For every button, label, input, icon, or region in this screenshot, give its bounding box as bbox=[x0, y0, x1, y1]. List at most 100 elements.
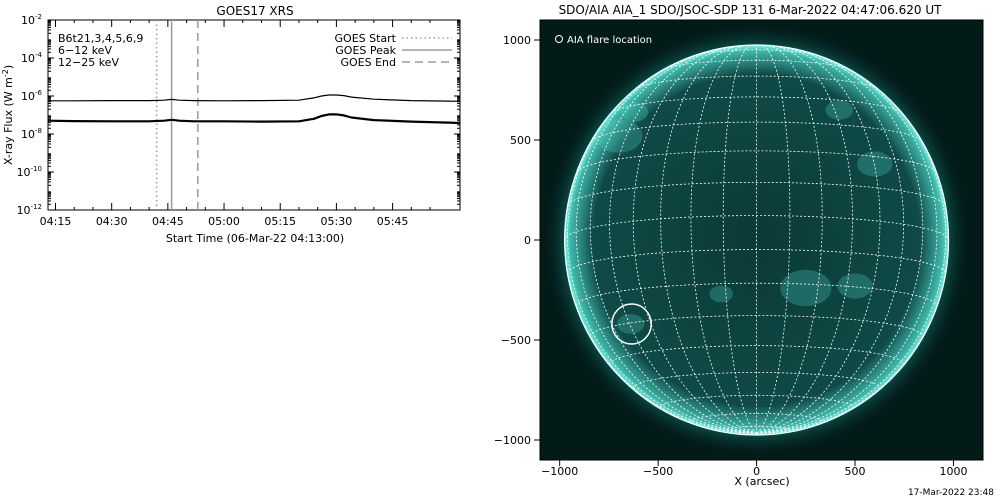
y-tick-label: 10-10 bbox=[17, 165, 42, 179]
longitude-line bbox=[756, 239, 949, 434]
legend-left-entry: B6t21,3,4,5,6,9 bbox=[58, 32, 143, 45]
y-tick-label: 10-4 bbox=[21, 51, 43, 65]
x-tick-label: 05:45 bbox=[377, 215, 409, 228]
x-axis-label: Start Time (06-Mar-22 04:13:00) bbox=[166, 232, 344, 245]
latitude-line bbox=[567, 249, 946, 274]
active-region-glow bbox=[780, 269, 832, 307]
active-region-glow bbox=[709, 285, 733, 303]
flare-legend-marker bbox=[555, 35, 563, 43]
aia-x-tick-label: 0 bbox=[753, 465, 760, 478]
latitude-line bbox=[575, 282, 938, 307]
y-axis-label: X-ray Flux (W m-2) bbox=[1, 65, 15, 165]
x-tick-label: 05:00 bbox=[208, 215, 240, 228]
flare-location-circle bbox=[611, 303, 652, 345]
flare-legend-label: AIA flare location bbox=[567, 35, 652, 46]
x-tick-label: 04:30 bbox=[96, 215, 128, 228]
longitude-line bbox=[567, 84, 757, 434]
aia-y-tick-label: 1000 bbox=[503, 34, 531, 47]
y-tick-base: 10 bbox=[21, 14, 35, 27]
image-title: SDO/AIA AIA_1 SDO/JSOC-SDP 131 6-Mar-202… bbox=[559, 3, 943, 17]
longitude-line bbox=[660, 45, 757, 434]
latitude-line bbox=[695, 49, 818, 56]
x-tick-label: 04:45 bbox=[152, 215, 184, 228]
series-line-long bbox=[48, 94, 461, 102]
aia-x-tick-label: −1000 bbox=[541, 465, 578, 478]
aia-y-tick-label: 0 bbox=[524, 234, 531, 247]
latitude-line bbox=[690, 413, 823, 422]
latitude-line bbox=[610, 96, 903, 114]
longitude-line bbox=[756, 45, 823, 434]
latitude-line bbox=[564, 215, 949, 241]
x-tick-label: 05:30 bbox=[321, 215, 353, 228]
heliographic-grid bbox=[564, 45, 949, 434]
y-tick-base: 10 bbox=[21, 52, 35, 65]
y-tick-base: 10 bbox=[21, 90, 35, 103]
longitude-line bbox=[756, 50, 924, 434]
latitude-line bbox=[660, 394, 853, 408]
corona-halo bbox=[541, 21, 972, 459]
y-axis-label-main: X-ray Flux (W m bbox=[2, 77, 15, 165]
longitude-line bbox=[632, 45, 757, 434]
x-tick-label: 04:15 bbox=[40, 215, 72, 228]
active-region-glow bbox=[837, 273, 873, 299]
latitude-line bbox=[576, 150, 937, 173]
latitude-line bbox=[663, 59, 850, 70]
active-region-glow bbox=[856, 151, 893, 177]
legend-left-entry: 12−25 keV bbox=[58, 56, 119, 69]
active-region-glow bbox=[595, 119, 643, 153]
y-tick-exponent: -10 bbox=[31, 165, 42, 173]
legend-right-entry: GOES Start bbox=[335, 32, 397, 45]
longitude-line bbox=[722, 45, 757, 434]
latitude-line bbox=[733, 45, 780, 47]
longitude-line bbox=[756, 45, 854, 434]
series-line-short bbox=[47, 113, 461, 125]
longitude-line bbox=[756, 57, 938, 434]
y-tick-exponent: -12 bbox=[31, 203, 42, 211]
limb-outline bbox=[564, 44, 950, 436]
y-tick-label: 10-8 bbox=[21, 127, 42, 141]
latitude-line bbox=[632, 372, 881, 389]
legend-right-entry: GOES End bbox=[340, 56, 396, 69]
longitude-line bbox=[589, 50, 757, 434]
longitude-line bbox=[690, 45, 757, 434]
aia-x-tick-label: 1000 bbox=[939, 465, 967, 478]
y-tick-base: 10 bbox=[17, 166, 31, 179]
solar-disk bbox=[564, 45, 949, 435]
aia-y-tick-label: −500 bbox=[501, 334, 531, 347]
series-group bbox=[47, 94, 461, 125]
chart-title: GOES17 XRS bbox=[216, 4, 293, 18]
y-tick-base: 10 bbox=[17, 204, 31, 217]
latitude-line bbox=[722, 425, 791, 431]
latitude-line bbox=[589, 315, 924, 337]
y-tick-label: 10-12 bbox=[17, 203, 42, 217]
longitude-line bbox=[756, 47, 905, 434]
goes-event-markers bbox=[155, 20, 199, 210]
active-region-glow bbox=[620, 102, 649, 122]
y-tick-exponent: -6 bbox=[35, 89, 43, 97]
latitude-line bbox=[590, 121, 923, 142]
aia-x-axis-label: X (arcsec) bbox=[734, 475, 789, 488]
x-axis-ticks: 04:15 04:30 04:45 05:00 05:15 05:30 05:45 bbox=[40, 20, 431, 228]
y-axis-label-close: ) bbox=[2, 65, 15, 69]
image-frame bbox=[539, 19, 984, 461]
longitude-line bbox=[756, 45, 791, 434]
y-tick-exponent: -4 bbox=[35, 51, 43, 59]
y-tick-label: 10-2 bbox=[21, 13, 42, 27]
aia-image-area: AIA flare location bbox=[539, 19, 984, 461]
x-tick-label: 05:15 bbox=[264, 215, 296, 228]
latitude-line bbox=[634, 75, 879, 90]
y-tick-label: 10-6 bbox=[21, 89, 43, 103]
legend-right-entry: GOES Peak bbox=[335, 44, 396, 57]
y-axis-label-exponent: -2 bbox=[1, 69, 10, 77]
longitude-line bbox=[575, 57, 757, 434]
aia-y-tick-label: 500 bbox=[510, 134, 531, 147]
active-region-glow bbox=[616, 314, 645, 334]
sky-background bbox=[540, 20, 983, 460]
aia-x-tick-label: −500 bbox=[643, 465, 673, 478]
legend-left-entry: 6−12 keV bbox=[58, 44, 112, 57]
